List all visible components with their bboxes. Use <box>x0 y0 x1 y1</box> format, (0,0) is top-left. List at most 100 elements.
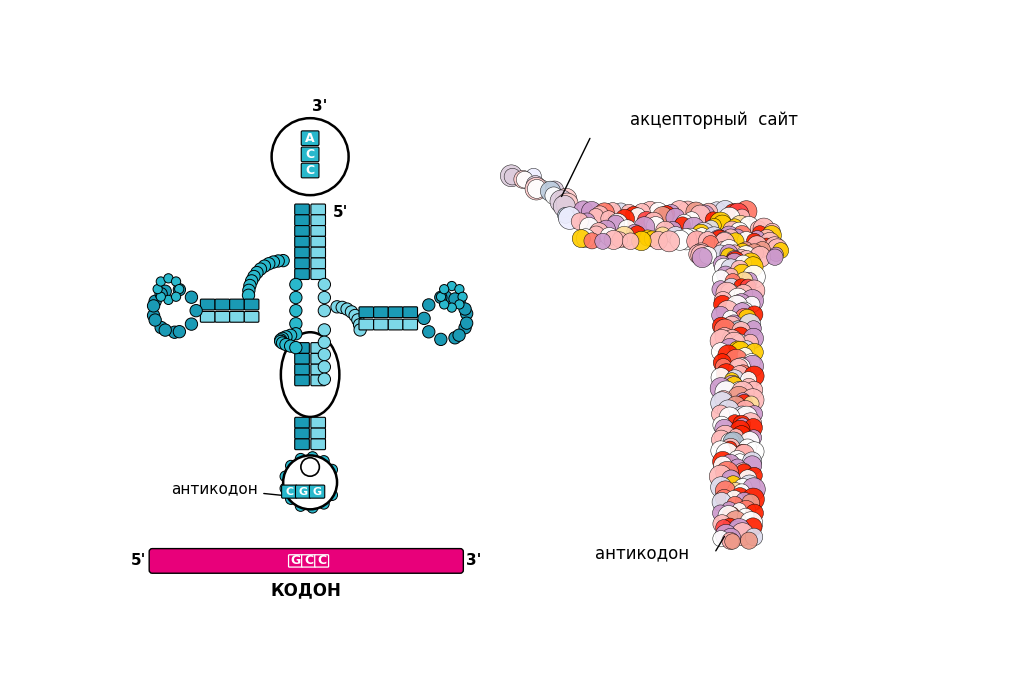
Circle shape <box>440 285 449 294</box>
Circle shape <box>327 464 337 475</box>
Circle shape <box>277 337 289 349</box>
Circle shape <box>682 228 700 247</box>
Circle shape <box>765 237 785 258</box>
Circle shape <box>168 326 180 338</box>
Circle shape <box>715 489 733 507</box>
Circle shape <box>743 334 759 350</box>
Circle shape <box>713 530 729 547</box>
Circle shape <box>634 203 650 220</box>
Circle shape <box>720 248 737 264</box>
Circle shape <box>692 248 712 268</box>
Circle shape <box>724 204 743 223</box>
Circle shape <box>714 258 733 277</box>
Circle shape <box>526 175 545 194</box>
Circle shape <box>736 500 756 519</box>
Circle shape <box>715 358 731 374</box>
Circle shape <box>307 503 318 513</box>
Circle shape <box>716 232 733 249</box>
Ellipse shape <box>281 332 339 417</box>
Circle shape <box>734 409 752 426</box>
Circle shape <box>712 452 732 472</box>
FancyBboxPatch shape <box>295 342 309 354</box>
Circle shape <box>712 280 729 299</box>
Circle shape <box>164 295 173 305</box>
FancyBboxPatch shape <box>359 307 374 317</box>
Circle shape <box>726 295 748 317</box>
Text: C: C <box>304 555 313 567</box>
Circle shape <box>750 230 765 245</box>
Circle shape <box>767 249 783 265</box>
Text: антикодон: антикодон <box>595 544 689 562</box>
Circle shape <box>713 230 728 245</box>
Circle shape <box>738 475 760 496</box>
Circle shape <box>455 285 464 294</box>
Circle shape <box>159 285 171 297</box>
Circle shape <box>744 280 765 301</box>
Circle shape <box>280 338 292 351</box>
Circle shape <box>742 355 764 377</box>
FancyBboxPatch shape <box>309 485 325 498</box>
FancyBboxPatch shape <box>311 342 325 354</box>
Circle shape <box>733 279 750 295</box>
Circle shape <box>742 488 765 510</box>
Circle shape <box>258 260 270 272</box>
Circle shape <box>725 511 747 532</box>
Circle shape <box>716 443 738 466</box>
Circle shape <box>608 214 628 234</box>
Circle shape <box>553 196 575 217</box>
Circle shape <box>713 416 730 434</box>
FancyBboxPatch shape <box>374 319 388 330</box>
Circle shape <box>528 180 546 198</box>
Circle shape <box>637 212 655 230</box>
Text: G: G <box>299 487 308 497</box>
Circle shape <box>717 400 739 422</box>
Circle shape <box>731 381 747 397</box>
Circle shape <box>517 171 533 188</box>
Circle shape <box>275 334 287 346</box>
Text: C: C <box>306 164 315 177</box>
Circle shape <box>717 266 734 284</box>
Circle shape <box>731 381 754 404</box>
FancyBboxPatch shape <box>282 485 297 498</box>
Circle shape <box>722 532 738 549</box>
Circle shape <box>641 201 659 220</box>
Circle shape <box>733 478 753 497</box>
Circle shape <box>686 202 706 222</box>
Circle shape <box>742 272 758 289</box>
Circle shape <box>583 232 600 249</box>
FancyBboxPatch shape <box>311 375 325 386</box>
FancyBboxPatch shape <box>230 311 244 322</box>
Circle shape <box>440 291 452 303</box>
Circle shape <box>171 292 180 301</box>
Circle shape <box>634 216 654 237</box>
Circle shape <box>710 378 731 399</box>
Circle shape <box>728 341 747 359</box>
Circle shape <box>743 477 765 501</box>
Circle shape <box>734 365 752 381</box>
Circle shape <box>715 524 736 546</box>
Circle shape <box>453 295 465 308</box>
Circle shape <box>149 314 161 326</box>
Circle shape <box>739 216 759 236</box>
Circle shape <box>726 396 746 415</box>
FancyBboxPatch shape <box>311 269 325 280</box>
Circle shape <box>731 322 751 340</box>
FancyBboxPatch shape <box>149 548 463 574</box>
Circle shape <box>715 481 735 501</box>
Circle shape <box>244 279 256 292</box>
Circle shape <box>422 299 435 311</box>
Circle shape <box>746 381 763 399</box>
Circle shape <box>735 464 753 481</box>
Circle shape <box>725 253 744 271</box>
Circle shape <box>352 314 364 326</box>
Circle shape <box>719 207 741 228</box>
Circle shape <box>722 310 738 326</box>
Circle shape <box>719 239 739 260</box>
Circle shape <box>644 212 664 232</box>
FancyBboxPatch shape <box>302 555 315 567</box>
Circle shape <box>525 177 548 200</box>
Circle shape <box>730 229 745 244</box>
Circle shape <box>734 255 752 272</box>
Circle shape <box>318 361 330 373</box>
Circle shape <box>667 226 685 245</box>
